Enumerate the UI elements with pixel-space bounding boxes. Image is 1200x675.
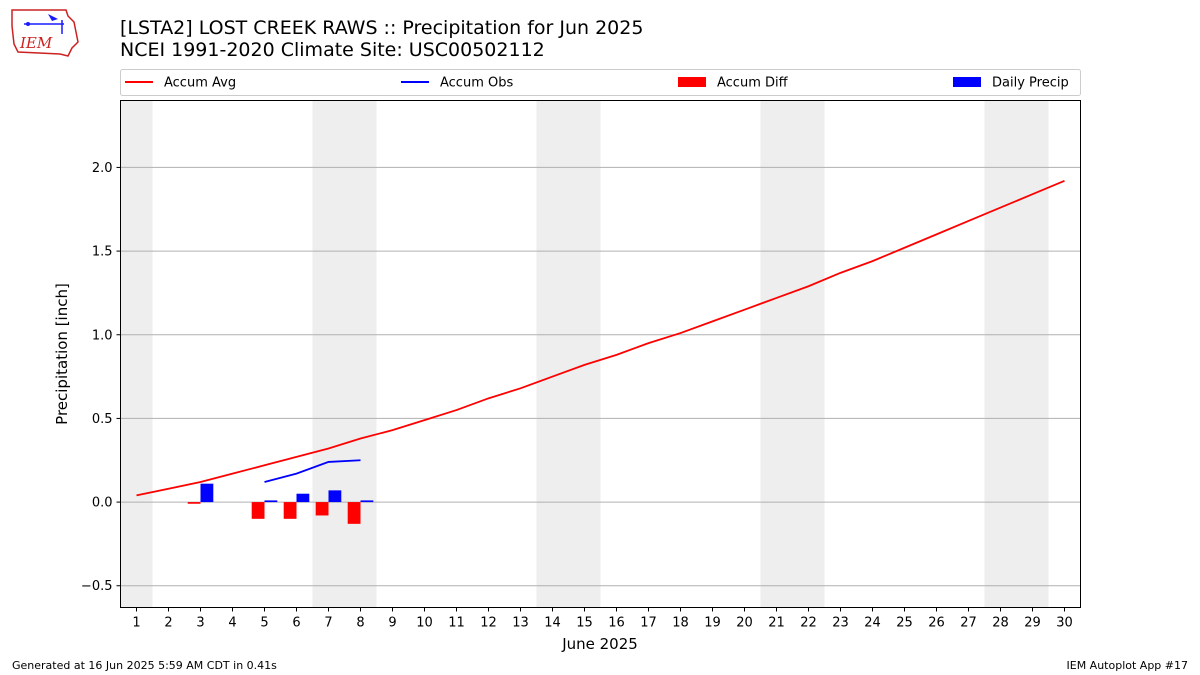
x-tick-label: 30 xyxy=(1056,616,1073,631)
accum-diff-bar xyxy=(187,502,201,504)
weekend-band xyxy=(344,100,377,608)
weekend-band xyxy=(312,100,345,608)
daily-precip-bar xyxy=(200,483,214,503)
y-tick-label: 0.5 xyxy=(92,412,113,427)
generated-timestamp: Generated at 16 Jun 2025 5:59 AM CDT in … xyxy=(12,659,277,672)
x-tick-label: 22 xyxy=(800,616,817,631)
daily-precip-bar xyxy=(264,500,278,503)
plot-frame xyxy=(120,100,1081,608)
bars xyxy=(187,483,374,524)
x-tick-label: 8 xyxy=(356,616,364,631)
y-tick-label: −0.5 xyxy=(81,579,113,594)
daily-precip-bar xyxy=(296,493,310,503)
accum-diff-bar xyxy=(347,502,361,524)
x-tick-label: 21 xyxy=(768,616,785,631)
weekend-band xyxy=(760,100,793,608)
x-tick-label: 20 xyxy=(736,616,753,631)
x-tick-label: 12 xyxy=(480,616,497,631)
legend-label: Accum Avg xyxy=(164,76,236,91)
weekend-band xyxy=(792,100,825,608)
x-tick-label: 6 xyxy=(292,616,300,631)
daily-precip-bar xyxy=(328,490,342,503)
weekend-band xyxy=(568,100,601,608)
accum-avg-line xyxy=(136,179,1065,497)
legend-label: Accum Diff xyxy=(717,76,789,91)
legend-label: Accum Obs xyxy=(440,76,513,91)
y-axis-label: Precipitation [inch] xyxy=(53,283,71,425)
x-tick-label: 11 xyxy=(448,616,465,631)
x-tick-label: 15 xyxy=(576,616,593,631)
x-tick-label: 14 xyxy=(544,616,561,631)
iem-logo: IEM xyxy=(11,9,79,57)
x-tick-label: 25 xyxy=(896,616,913,631)
legend: Accum Avg Accum Obs Accum Diff Daily Precip xyxy=(120,69,1081,96)
x-tick-label: 5 xyxy=(260,616,268,631)
x-tick-label: 7 xyxy=(324,616,332,631)
legend-swatch xyxy=(678,77,706,87)
legend-label: Daily Precip xyxy=(992,76,1069,91)
chart-subtitle: NCEI 1991-2020 Climate Site: USC00502112 xyxy=(120,39,545,61)
accum-obs-line xyxy=(264,459,361,483)
y-tick-label: 0.0 xyxy=(92,496,113,511)
x-tick-label: 29 xyxy=(1024,616,1041,631)
x-tick-label: 28 xyxy=(992,616,1009,631)
app-label: IEM Autoplot App #17 xyxy=(1066,659,1189,672)
grid-lines xyxy=(120,166,1081,587)
accum-diff-bar xyxy=(283,502,297,519)
x-tick-label: 18 xyxy=(672,616,689,631)
accum-diff-bar xyxy=(251,502,265,519)
x-tick-label: 9 xyxy=(388,616,396,631)
y-tick-label: 2.0 xyxy=(92,161,113,176)
weekend-shading xyxy=(120,100,1049,608)
weekend-band xyxy=(536,100,569,608)
weekend-band xyxy=(1016,100,1049,608)
legend-frame xyxy=(120,69,1081,96)
daily-precip-bar xyxy=(360,500,374,503)
x-tick-label: 13 xyxy=(512,616,529,631)
weekend-band xyxy=(984,100,1017,608)
lines xyxy=(136,179,1065,497)
x-tick-label: 24 xyxy=(864,616,881,631)
x-tick-label: 3 xyxy=(196,616,204,631)
x-axis-label: June 2025 xyxy=(561,635,638,653)
x-tick-label: 16 xyxy=(608,616,625,631)
chart-title: [LSTA2] LOST CREEK RAWS :: Precipitation… xyxy=(120,17,644,39)
x-tick-label: 4 xyxy=(228,616,236,631)
x-tick-label: 23 xyxy=(832,616,849,631)
iem-logo-text: IEM xyxy=(19,34,53,52)
legend-swatch xyxy=(953,77,981,87)
x-tick-label: 27 xyxy=(960,616,977,631)
y-tick-label: 1.0 xyxy=(92,328,113,343)
x-tick-label: 10 xyxy=(416,616,433,631)
y-tick-label: 1.5 xyxy=(92,245,113,260)
weekend-band xyxy=(120,100,153,608)
x-tick-label: 17 xyxy=(640,616,657,631)
x-tick-label: 26 xyxy=(928,616,945,631)
accum-diff-bar xyxy=(315,502,329,516)
x-tick-label: 1 xyxy=(132,616,140,631)
x-tick-label: 2 xyxy=(164,616,172,631)
x-tick-label: 19 xyxy=(704,616,721,631)
axis-ticks: −0.50.00.51.01.52.01 2 3 4 5 6 7 8 9 10 11 12 13 14 15… xyxy=(81,161,1073,631)
